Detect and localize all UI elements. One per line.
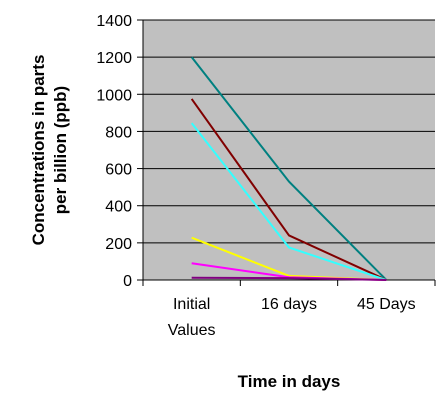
y-tick-label: 200: [105, 236, 132, 253]
y-tick-label: 1000: [96, 87, 132, 104]
series-line-3: [190, 122, 387, 281]
plot-area: [143, 20, 435, 280]
x-tick-label-line: 45 Days: [357, 296, 416, 313]
y-axis-title-line-1: Concentrations in parts: [29, 55, 48, 246]
y-axis-title-line-2: per billion (ppb): [51, 86, 70, 214]
x-tick-label-line: Values: [168, 322, 216, 339]
series-line-6: [191, 276, 387, 281]
y-tick-label: 800: [105, 124, 132, 141]
x-tick-labels: Initial Values 16 days 45 Days: [168, 296, 416, 339]
series-line-1: [190, 56, 388, 281]
y-tick-labels: 0 200 400 600 800 1000 1200 1400: [96, 13, 132, 290]
series-line-2: [190, 98, 387, 281]
x-tick-label-line: Initial: [173, 296, 210, 313]
y-tick-label: 1400: [96, 13, 132, 30]
y-axis-title-2: per billion (ppb): [51, 86, 70, 214]
x-tick-label: Initial Values: [168, 296, 216, 339]
x-tick-label: 45 Days: [357, 296, 416, 313]
x-tick-label: 16 days: [261, 296, 317, 313]
y-tick-label: 0: [123, 273, 132, 290]
y-tick-label: 400: [105, 199, 132, 216]
y-tick-label: 1200: [96, 50, 132, 67]
y-tick-label: 600: [105, 162, 132, 179]
x-axis-title: Time in days: [238, 372, 341, 391]
y-axis-title: Concentrations in parts: [29, 55, 48, 246]
series-lines: [190, 56, 388, 281]
x-tick-label-line: 16 days: [261, 296, 317, 313]
